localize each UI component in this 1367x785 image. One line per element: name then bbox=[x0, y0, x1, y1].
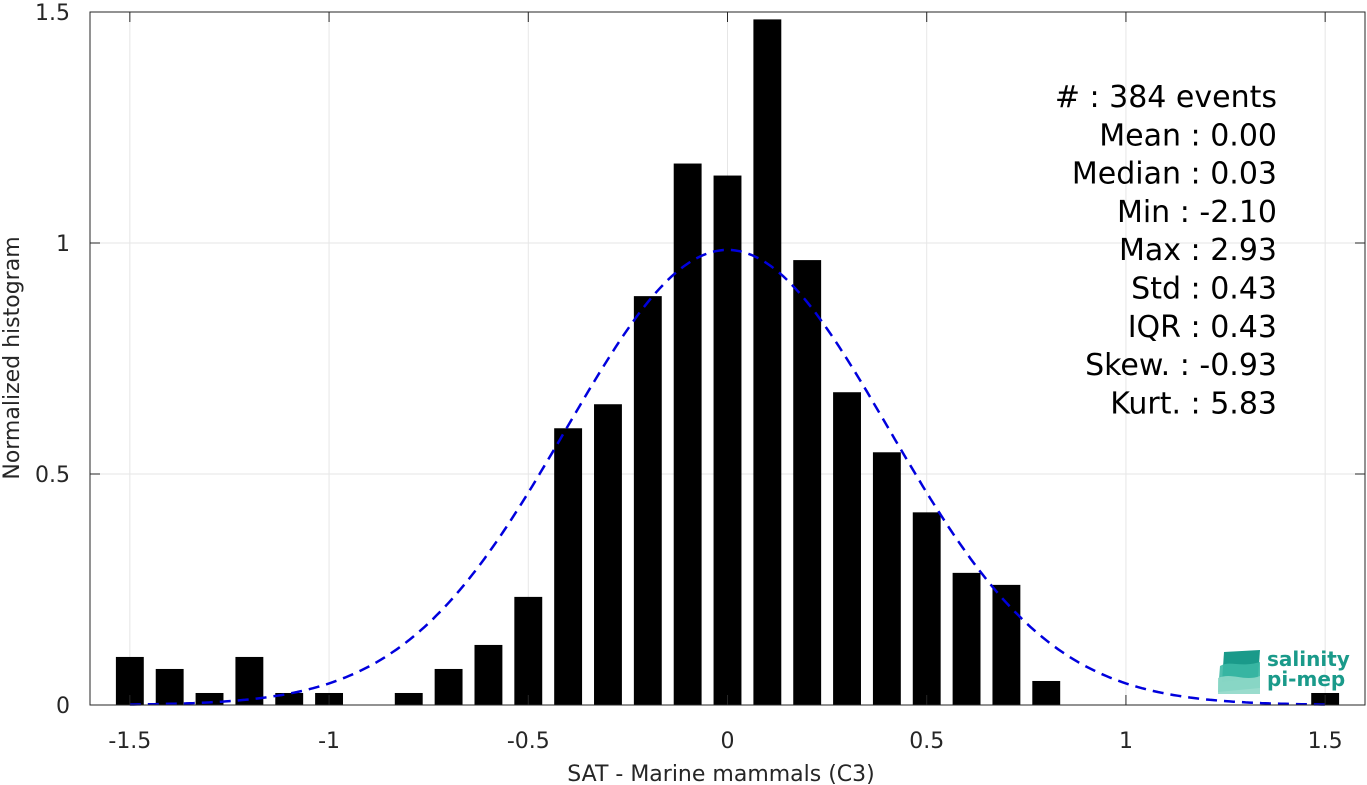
x-tick-labels: -1.5 -1 -0.5 0 0.5 1 1.5 bbox=[108, 729, 1342, 754]
x-tick-label: 0.5 bbox=[909, 729, 944, 754]
y-tick-labels: 0 0.5 1 1.5 bbox=[35, 1, 70, 719]
x-tick-label: -1.5 bbox=[108, 729, 151, 754]
y-tick-label: 1.5 bbox=[35, 1, 70, 26]
histogram-bar bbox=[554, 428, 583, 705]
histogram-bar bbox=[394, 692, 423, 705]
x-tick-label: -0.5 bbox=[507, 729, 550, 754]
x-axis-title: SAT - Marine mammals (C3) bbox=[567, 762, 875, 785]
y-tick-label: 0 bbox=[56, 694, 70, 719]
axes bbox=[89, 11, 1366, 706]
x-tick-label: 1.5 bbox=[1308, 729, 1343, 754]
histogram-bar bbox=[872, 452, 901, 705]
stats-line: Min : -2.10 bbox=[1117, 195, 1277, 230]
histogram-bar bbox=[235, 656, 264, 705]
histogram-bar bbox=[793, 260, 822, 705]
stats-line: Kurt. : 5.83 bbox=[1110, 386, 1277, 421]
y-tick-label: 0.5 bbox=[35, 463, 70, 488]
histogram-bar bbox=[673, 163, 702, 705]
logo-line2: pi-mep bbox=[1267, 667, 1345, 691]
histogram-bar bbox=[912, 512, 941, 705]
fit-curve-line bbox=[129, 248, 1326, 706]
histogram-bar bbox=[155, 668, 184, 705]
histogram-bar bbox=[952, 572, 981, 705]
stats-line: Max : 2.93 bbox=[1119, 233, 1277, 268]
x-tick-label: 1 bbox=[1119, 729, 1133, 754]
stats-line: # : 384 events bbox=[1055, 80, 1277, 115]
histogram-bar bbox=[474, 644, 503, 705]
y-tick-label: 1 bbox=[56, 232, 70, 257]
stats-line: Median : 0.03 bbox=[1072, 157, 1277, 192]
salinity-pi-mep-logo: salinity pi-mep bbox=[1218, 647, 1350, 694]
histogram-bar bbox=[594, 404, 622, 705]
stats-line: Std : 0.43 bbox=[1131, 272, 1277, 307]
histogram-bar bbox=[713, 175, 742, 706]
histogram-bar bbox=[753, 19, 782, 705]
histogram-bar bbox=[992, 584, 1021, 705]
logo-wave-icon bbox=[1218, 650, 1260, 694]
x-tick-label: -1 bbox=[318, 729, 340, 754]
histogram-bar bbox=[833, 392, 861, 705]
histogram-bar bbox=[514, 596, 543, 705]
y-axis-title: Normalized histogram bbox=[0, 236, 25, 479]
histogram-bar bbox=[633, 296, 662, 705]
x-tick-label: 0 bbox=[721, 729, 735, 754]
histogram-bar bbox=[434, 668, 463, 705]
normal-fit-curve bbox=[129, 248, 1326, 706]
stats-line: Skew. : -0.93 bbox=[1085, 348, 1277, 383]
stats-line: IQR : 0.43 bbox=[1128, 310, 1277, 345]
histogram-bar bbox=[1032, 680, 1061, 705]
stats-line: Mean : 0.00 bbox=[1099, 118, 1277, 153]
logo-line1: salinity bbox=[1267, 647, 1350, 671]
histogram-bars bbox=[115, 19, 1340, 706]
